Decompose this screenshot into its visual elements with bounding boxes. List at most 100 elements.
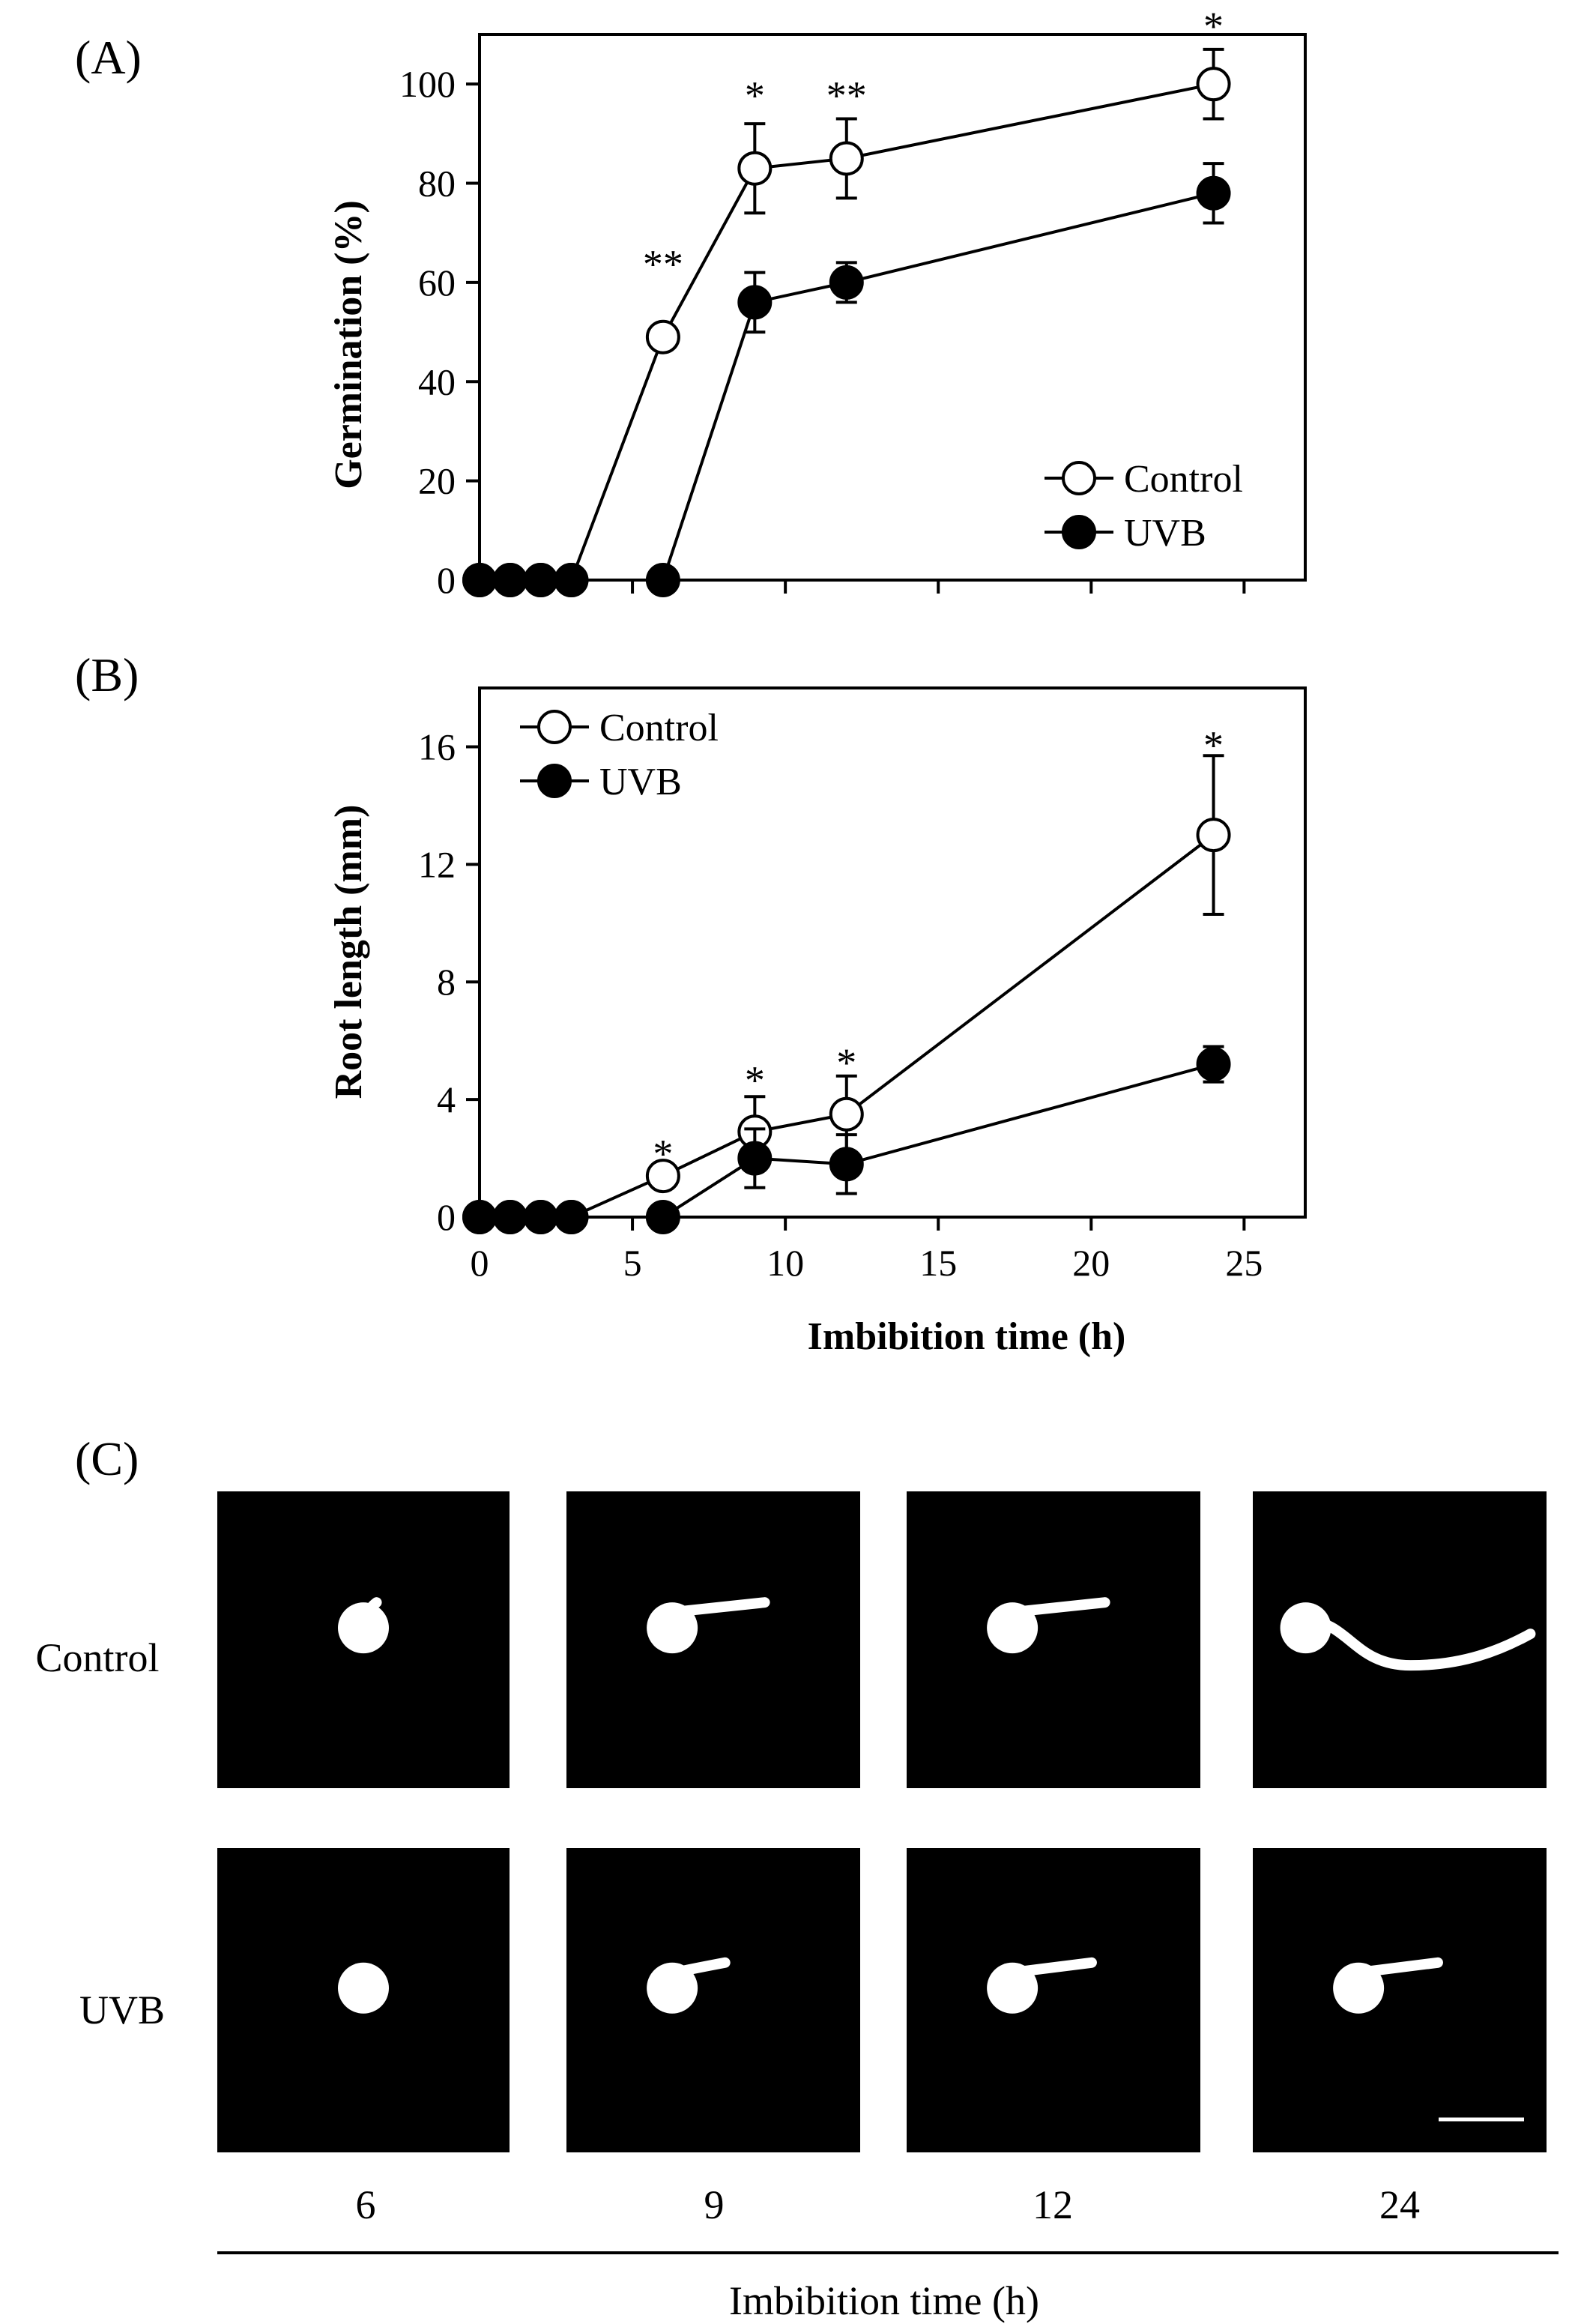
- seed: [1280, 1602, 1331, 1654]
- panel-c-xlabel: Imbibition time (h): [729, 2278, 1039, 2323]
- y-tick-label: 16: [418, 725, 456, 767]
- row-label-uvb: UVB: [79, 1988, 165, 2032]
- data-point-uvb: [829, 1147, 864, 1182]
- panel-b: (B) Root length (mm) Imbibition time (h)…: [75, 648, 1307, 1358]
- data-point-control: [829, 1096, 864, 1132]
- legend-label-control: Control: [599, 707, 719, 749]
- time-label-6: 6: [356, 2182, 376, 2227]
- series-line-uvb: [480, 191, 1215, 582]
- data-point-uvb: [554, 1200, 589, 1234]
- photo-background: [566, 1491, 860, 1788]
- significance-marker: *: [653, 1132, 673, 1177]
- x-tick-label: 25: [1225, 1242, 1263, 1284]
- legend-marker-control: [1062, 461, 1096, 495]
- root: [1015, 1597, 1110, 1617]
- data-point-uvb: [554, 563, 589, 597]
- significance-marker: *: [745, 73, 765, 118]
- data-point-uvb: [645, 1200, 680, 1234]
- panel-b-plot: 0 4 8 12 16 0 5 10 15 20 25 * * * * Control UVB: [418, 686, 1307, 1284]
- x-tick-label: 5: [623, 1242, 642, 1284]
- seedling-photo: [566, 1491, 860, 1788]
- seedling-photo: [1253, 1491, 1547, 1788]
- y-tick-label: 8: [437, 961, 456, 1003]
- plot-frame: [478, 686, 1307, 1219]
- significance-marker: *: [745, 1058, 765, 1103]
- data-point-uvb: [1196, 1047, 1231, 1082]
- legend-label-control: Control: [1124, 458, 1243, 501]
- panel-c-letter: (C): [75, 1432, 139, 1485]
- legend-marker-uvb: [537, 764, 572, 798]
- y-tick-label: 40: [418, 360, 456, 402]
- root: [674, 1957, 731, 1977]
- seedling-photo: [217, 1848, 510, 2152]
- y-tick-label: 80: [418, 163, 456, 205]
- x-tick-label: 0: [471, 1242, 489, 1284]
- y-tick-label: 4: [437, 1078, 456, 1120]
- data-point-uvb: [645, 563, 680, 597]
- panel-b-xlabel: Imbibition time (h): [808, 1315, 1126, 1358]
- seed: [338, 1962, 389, 2014]
- data-point-control: [1196, 67, 1231, 102]
- legend-label-uvb: UVB: [1124, 512, 1206, 555]
- data-point-control: [1196, 818, 1231, 853]
- panel-b-letter: (B): [75, 648, 139, 701]
- data-point-uvb: [523, 563, 558, 597]
- panel-a-letter: (A): [75, 31, 142, 84]
- time-label-24: 24: [1379, 2182, 1420, 2227]
- significance-marker: *: [1203, 723, 1224, 768]
- y-tick-label: 0: [437, 559, 456, 601]
- data-point-control: [737, 151, 773, 186]
- y-tick-label: 60: [418, 262, 456, 304]
- data-point-uvb: [737, 285, 773, 320]
- root: [1361, 1957, 1443, 1977]
- y-tick-label: 12: [418, 843, 456, 885]
- seedling-photo: [1253, 1848, 1547, 2152]
- root: [365, 1597, 382, 1617]
- significance-marker: **: [826, 73, 867, 118]
- photo-background: [907, 1848, 1200, 2152]
- time-label-9: 9: [704, 2182, 725, 2227]
- data-point-uvb: [829, 265, 864, 300]
- row-label-control: Control: [35, 1635, 159, 1680]
- seedling-photo-grid: [217, 1491, 1547, 2152]
- x-tick-label: 15: [919, 1242, 957, 1284]
- seedling-photo: [907, 1848, 1200, 2152]
- data-point-uvb: [492, 563, 527, 597]
- panel-b-ylabel: Root length (mm): [327, 805, 370, 1099]
- photo-background: [566, 1848, 860, 2152]
- significance-marker: *: [836, 1040, 856, 1085]
- seed: [338, 1602, 389, 1654]
- seedling-photo: [907, 1491, 1200, 1788]
- data-point-uvb: [462, 1200, 497, 1234]
- data-point-uvb: [737, 1141, 773, 1176]
- root: [1308, 1615, 1536, 1671]
- significance-marker: *: [1203, 4, 1224, 49]
- seedling-photo: [217, 1491, 510, 1788]
- legend-label-uvb: UVB: [599, 761, 682, 803]
- panel-c: (C) Control UVB 6 9 12 24 Imbibition tim…: [35, 1432, 1559, 2323]
- data-point-uvb: [492, 1200, 527, 1234]
- data-point-control: [645, 1159, 680, 1194]
- y-tick-label: 0: [437, 1196, 456, 1238]
- significance-marker: **: [643, 241, 683, 286]
- legend-marker-uvb: [1062, 515, 1096, 549]
- x-tick-label: 20: [1072, 1242, 1110, 1284]
- y-tick-label: 20: [418, 460, 456, 502]
- root: [1015, 1957, 1097, 1977]
- plot-frame: [478, 33, 1307, 582]
- time-label-12: 12: [1033, 2182, 1073, 2227]
- photo-background: [1253, 1848, 1547, 2152]
- x-tick-label: 10: [767, 1242, 804, 1284]
- root: [674, 1597, 770, 1617]
- seedling-photo: [566, 1848, 860, 2152]
- y-tick-label: 100: [399, 63, 456, 105]
- data-point-control: [645, 319, 680, 354]
- data-point-uvb: [1196, 175, 1231, 211]
- data-point-uvb: [523, 1200, 558, 1234]
- panel-a-ylabel: Germination (%): [327, 200, 370, 489]
- legend-marker-control: [537, 710, 572, 744]
- data-point-uvb: [462, 563, 497, 597]
